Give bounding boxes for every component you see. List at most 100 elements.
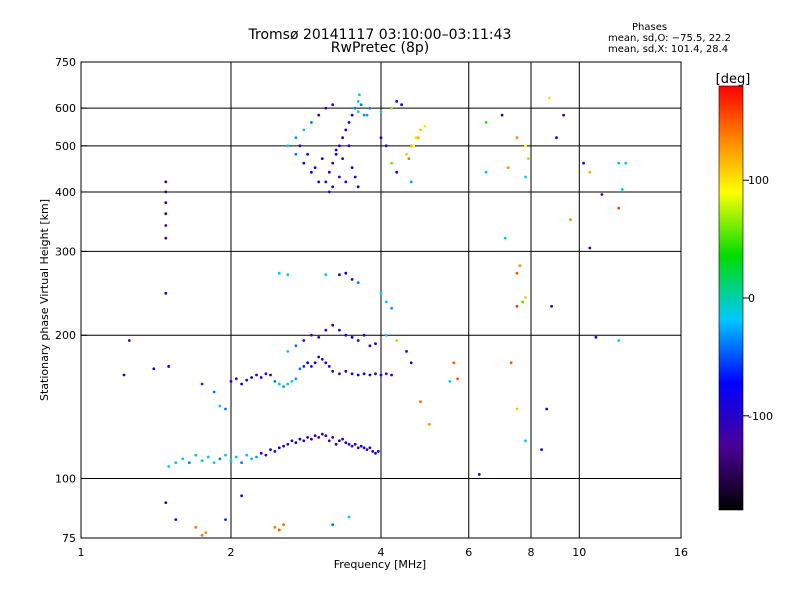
data-point — [324, 361, 328, 365]
data-point — [286, 382, 290, 386]
x-tick-label: 4 — [378, 546, 385, 559]
data-point — [259, 376, 263, 379]
y-tick-label: 600 — [55, 102, 76, 115]
data-point — [412, 144, 415, 148]
data-point — [582, 161, 585, 165]
data-point — [317, 335, 321, 339]
y-tick-label: 200 — [55, 329, 76, 342]
data-point — [356, 100, 360, 103]
data-point — [317, 436, 321, 439]
data-point — [317, 113, 321, 117]
data-point — [344, 180, 348, 184]
data-point — [427, 422, 431, 426]
data-point — [320, 157, 324, 161]
y-tick-label: 750 — [55, 56, 76, 69]
data-point — [164, 190, 168, 194]
data-point — [350, 166, 354, 170]
data-point — [286, 144, 290, 148]
data-point — [310, 121, 313, 124]
data-point — [524, 296, 527, 299]
data-point — [359, 444, 363, 448]
data-point — [282, 444, 285, 448]
data-point — [313, 434, 317, 438]
data-point — [152, 367, 156, 371]
data-point — [286, 442, 290, 446]
data-point — [390, 161, 393, 165]
data-point — [384, 144, 388, 148]
data-point — [409, 180, 413, 184]
data-point — [384, 300, 388, 304]
data-point — [477, 473, 481, 476]
data-point — [229, 459, 233, 463]
data-point — [298, 437, 302, 441]
phases-heading: Phases — [632, 22, 668, 33]
data-point — [331, 436, 335, 439]
data-point — [484, 170, 488, 174]
data-point — [224, 518, 227, 521]
data-point — [600, 193, 604, 196]
data-point — [167, 465, 171, 468]
data-point — [368, 373, 372, 377]
x-tick-label: 6 — [465, 546, 472, 559]
data-point — [338, 144, 341, 148]
grid-lines — [81, 62, 681, 538]
data-point — [515, 271, 519, 275]
data-point — [347, 515, 351, 519]
data-point — [212, 390, 216, 394]
data-point — [550, 304, 553, 308]
data-point — [353, 442, 357, 446]
data-point — [174, 518, 178, 521]
phases-x-stats: mean, sd,X: 101.4, 28.4 — [608, 44, 729, 55]
y-tick-label: 500 — [55, 140, 76, 153]
data-point — [353, 106, 357, 110]
data-point — [374, 451, 377, 455]
data-point — [194, 453, 198, 457]
data-point — [164, 180, 168, 184]
data-point — [264, 453, 268, 457]
data-point — [290, 439, 294, 443]
data-point — [255, 455, 258, 459]
data-point — [344, 441, 348, 444]
data-point — [200, 382, 204, 386]
data-point — [350, 278, 354, 281]
data-point — [350, 444, 354, 448]
data-point — [338, 439, 341, 443]
data-point — [365, 113, 369, 117]
data-point — [588, 246, 592, 250]
colorbar-tick-label: 0 — [748, 292, 755, 305]
data-point — [240, 494, 244, 498]
data-point — [395, 339, 399, 342]
y-axis-label: Stationary phase Virtual Height [km] — [38, 199, 51, 401]
data-point — [282, 385, 285, 388]
data-point — [324, 106, 328, 110]
data-point — [545, 407, 549, 411]
data-point — [379, 291, 383, 295]
x-tick-label: 10 — [572, 546, 586, 559]
data-point — [350, 335, 354, 339]
data-point — [395, 170, 399, 174]
data-point — [317, 355, 321, 359]
data-point — [277, 271, 281, 275]
data-point — [368, 106, 372, 110]
data-point — [384, 333, 388, 337]
data-point — [181, 457, 185, 461]
data-point — [400, 103, 403, 107]
data-point — [617, 161, 621, 165]
data-point — [229, 380, 233, 383]
data-point — [167, 365, 171, 368]
data-point — [302, 439, 306, 443]
data-point — [327, 190, 331, 194]
data-point — [324, 434, 328, 438]
data-point — [200, 459, 204, 463]
x-tick-label: 2 — [228, 546, 235, 559]
data-point — [405, 152, 408, 156]
chart-subtitle: RwPretec (8p) — [330, 40, 430, 56]
data-point — [594, 335, 598, 339]
data-point — [338, 372, 341, 376]
data-point — [320, 357, 324, 361]
data-point — [515, 304, 519, 308]
data-point — [306, 361, 309, 365]
phases-o-stats: mean, sd,O: −75.5, 22.2 — [608, 33, 731, 44]
data-point — [327, 439, 331, 443]
data-point — [294, 441, 298, 444]
